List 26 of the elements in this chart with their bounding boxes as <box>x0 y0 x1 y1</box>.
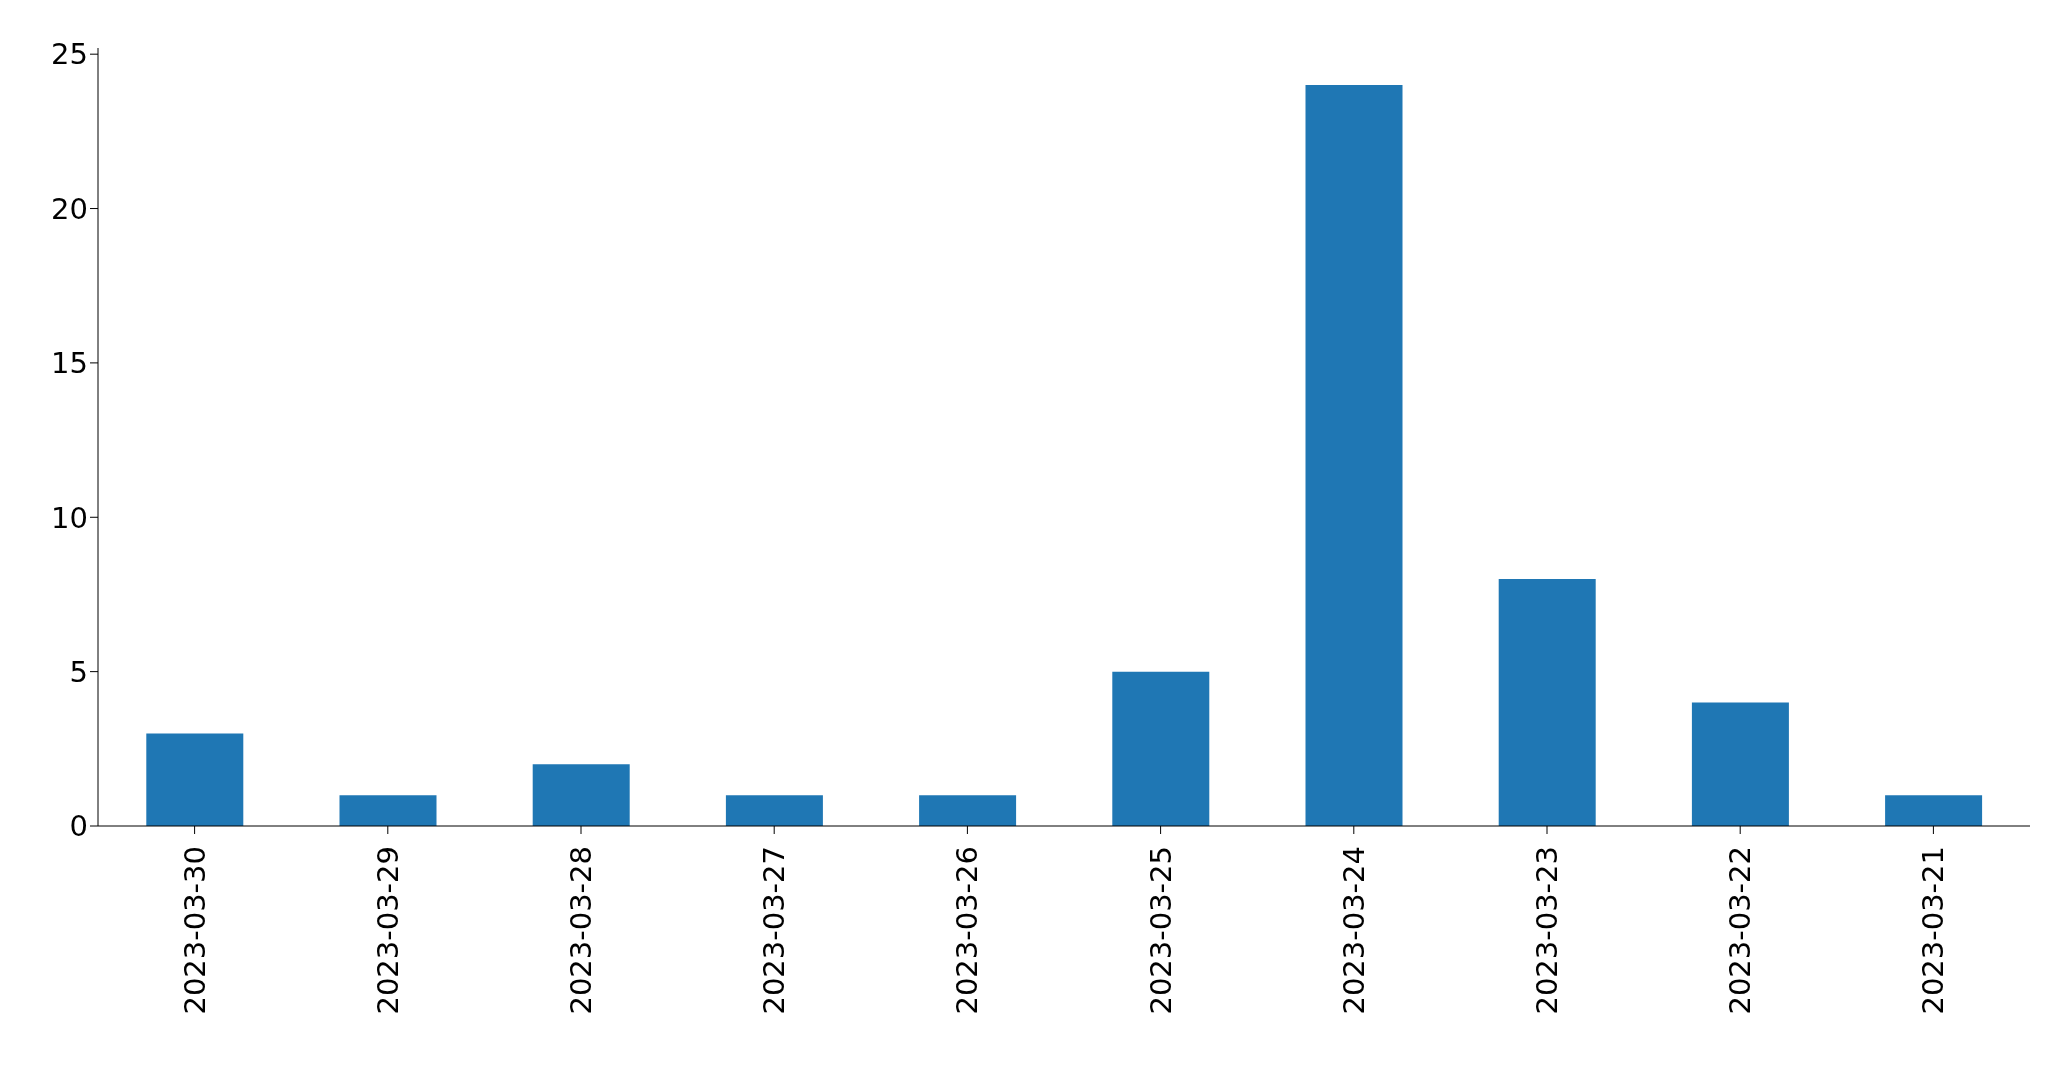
bar <box>725 795 823 826</box>
x-tick-label: 2023-03-30 <box>177 846 212 1015</box>
y-tick-label: 10 <box>51 500 88 535</box>
x-tick-label: 2023-03-21 <box>1916 846 1951 1015</box>
y-tick-label: 0 <box>69 809 88 844</box>
y-tick-label: 5 <box>69 654 88 689</box>
bar <box>1498 579 1596 826</box>
x-tick-label: 2023-03-26 <box>950 846 985 1015</box>
bar <box>532 764 630 826</box>
x-tick-label: 2023-03-25 <box>1143 846 1178 1015</box>
x-tick-label: 2023-03-23 <box>1530 846 1564 1015</box>
bar <box>919 795 1017 826</box>
x-tick-label: 2023-03-24 <box>1336 846 1371 1015</box>
y-tick-label: 20 <box>51 191 88 226</box>
y-tick-label: 25 <box>51 37 88 72</box>
bar <box>1691 702 1789 826</box>
y-tick-label: 15 <box>51 346 88 381</box>
x-tick-label: 2023-03-27 <box>757 846 792 1015</box>
x-tick-label: 2023-03-22 <box>1723 846 1758 1015</box>
x-tick-label: 2023-03-28 <box>564 846 598 1015</box>
bar <box>146 733 244 826</box>
x-tick-label: 2023-03-29 <box>370 846 405 1015</box>
bar <box>339 795 437 826</box>
bar <box>1112 671 1210 826</box>
bar <box>1885 795 1983 826</box>
bar <box>1305 85 1403 826</box>
